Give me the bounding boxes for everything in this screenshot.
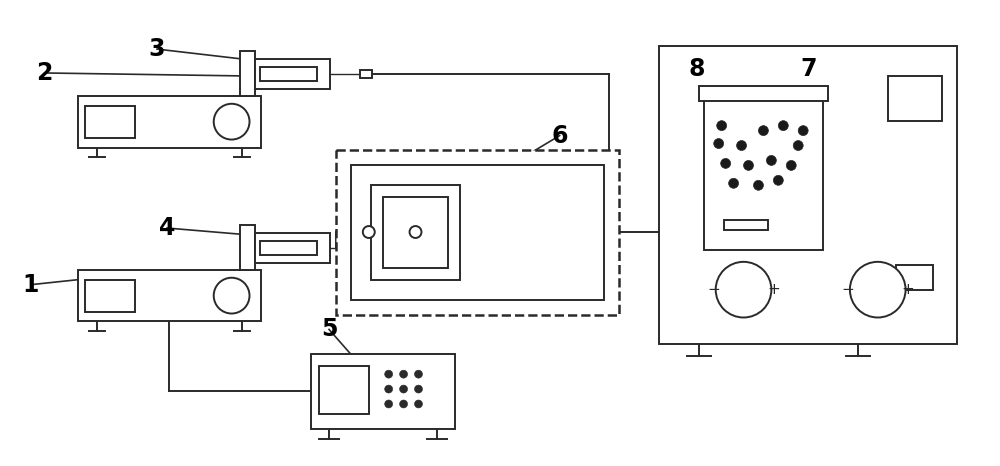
Circle shape [415, 385, 422, 393]
Text: 4: 4 [159, 216, 175, 240]
Circle shape [214, 278, 250, 314]
Bar [896, 265, 933, 290]
Text: −: − [842, 282, 854, 297]
Circle shape [410, 226, 421, 238]
Bar [78, 96, 261, 148]
Bar [85, 106, 135, 137]
Circle shape [798, 126, 808, 136]
Bar [255, 59, 330, 89]
Circle shape [415, 370, 422, 378]
Bar [383, 197, 448, 268]
Circle shape [714, 138, 724, 149]
Circle shape [729, 178, 739, 188]
Circle shape [400, 385, 408, 393]
Circle shape [717, 121, 727, 130]
Bar [260, 67, 317, 81]
Circle shape [744, 160, 753, 171]
Circle shape [850, 262, 906, 317]
Circle shape [773, 175, 783, 185]
Bar [351, 165, 604, 300]
Bar [371, 185, 460, 280]
Bar [888, 76, 942, 121]
Circle shape [385, 370, 393, 378]
Bar [360, 244, 372, 252]
Text: +: + [767, 282, 780, 297]
Bar [699, 86, 828, 101]
Text: +: + [901, 282, 914, 297]
Bar [260, 241, 317, 255]
Bar [255, 233, 330, 263]
Bar [360, 70, 372, 78]
Circle shape [737, 141, 747, 151]
Circle shape [753, 180, 763, 190]
Text: 1: 1 [23, 273, 39, 297]
Circle shape [363, 226, 375, 238]
Text: 6: 6 [551, 123, 568, 148]
Bar [659, 46, 957, 344]
Text: 8: 8 [689, 57, 705, 81]
Text: 5: 5 [321, 317, 337, 342]
Circle shape [786, 160, 796, 171]
Bar [319, 366, 369, 414]
Circle shape [400, 370, 408, 378]
Bar [85, 280, 135, 312]
Circle shape [400, 400, 408, 408]
Bar [311, 354, 455, 429]
Bar [336, 151, 619, 315]
Text: 3: 3 [149, 37, 165, 61]
Bar [724, 220, 768, 230]
Bar [240, 51, 255, 96]
Circle shape [415, 400, 422, 408]
Bar [78, 270, 261, 322]
Bar [240, 225, 255, 270]
Text: 7: 7 [800, 57, 816, 81]
Circle shape [385, 400, 393, 408]
Circle shape [778, 121, 788, 130]
Circle shape [721, 158, 731, 168]
Text: −: − [707, 282, 720, 297]
Circle shape [793, 141, 803, 151]
Circle shape [758, 126, 768, 136]
Circle shape [716, 262, 771, 317]
Circle shape [385, 385, 393, 393]
Circle shape [766, 156, 776, 165]
Bar [704, 96, 823, 250]
Text: 2: 2 [37, 61, 53, 85]
Circle shape [214, 104, 250, 139]
